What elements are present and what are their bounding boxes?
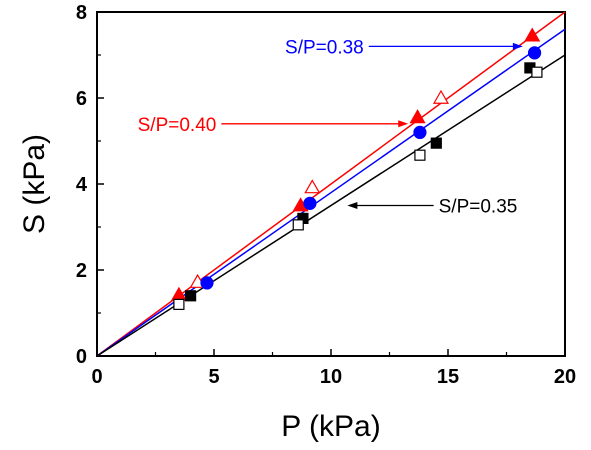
y-axis-title: S (kPa) [18, 134, 51, 234]
x-axis-title: P (kPa) [281, 410, 380, 443]
y-tick-label: 4 [76, 174, 88, 196]
y-tick-label: 6 [76, 88, 87, 110]
triangle-marker [432, 89, 450, 104]
annotations: S/P=0.38 S/P=0.40 S/P=0.35 [138, 37, 523, 218]
annotation-label: S/P=0.40 [138, 115, 217, 136]
circle-marker [200, 276, 214, 290]
square-marker [173, 298, 185, 310]
triangle-marker [170, 286, 187, 301]
annotation-label: S/P=0.35 [439, 197, 518, 218]
circle-marker [303, 196, 317, 210]
y-tick-label: 8 [76, 2, 87, 24]
fit-line [96, 11, 566, 357]
x-tick-label: 15 [437, 366, 459, 388]
circle-marker [413, 125, 427, 139]
axis-ticks: 0 5 10 15 20 0 2 4 6 8 [76, 2, 576, 388]
x-tick-label: 5 [208, 366, 219, 388]
arrow-head [347, 202, 358, 209]
arrow-head [398, 120, 409, 128]
fit-line [96, 28, 566, 357]
annotation-label: S/P=0.38 [285, 37, 364, 58]
triangle-marker [304, 179, 321, 194]
fit-lines [96, 11, 566, 357]
square-marker [430, 137, 442, 149]
square-marker [414, 149, 426, 161]
square-marker [292, 219, 304, 231]
square-marker [531, 66, 543, 78]
y-tick-label: 0 [76, 346, 87, 368]
arrow-head [512, 42, 523, 50]
data-points [170, 27, 543, 310]
square-marker [185, 290, 197, 302]
triangle-marker [409, 109, 426, 124]
y-tick-label: 2 [76, 260, 87, 282]
x-tick-label: 20 [554, 366, 576, 388]
x-tick-label: 0 [91, 366, 102, 388]
triangle-marker [524, 27, 541, 42]
circle-marker [527, 46, 542, 60]
x-tick-label: 10 [320, 366, 342, 388]
